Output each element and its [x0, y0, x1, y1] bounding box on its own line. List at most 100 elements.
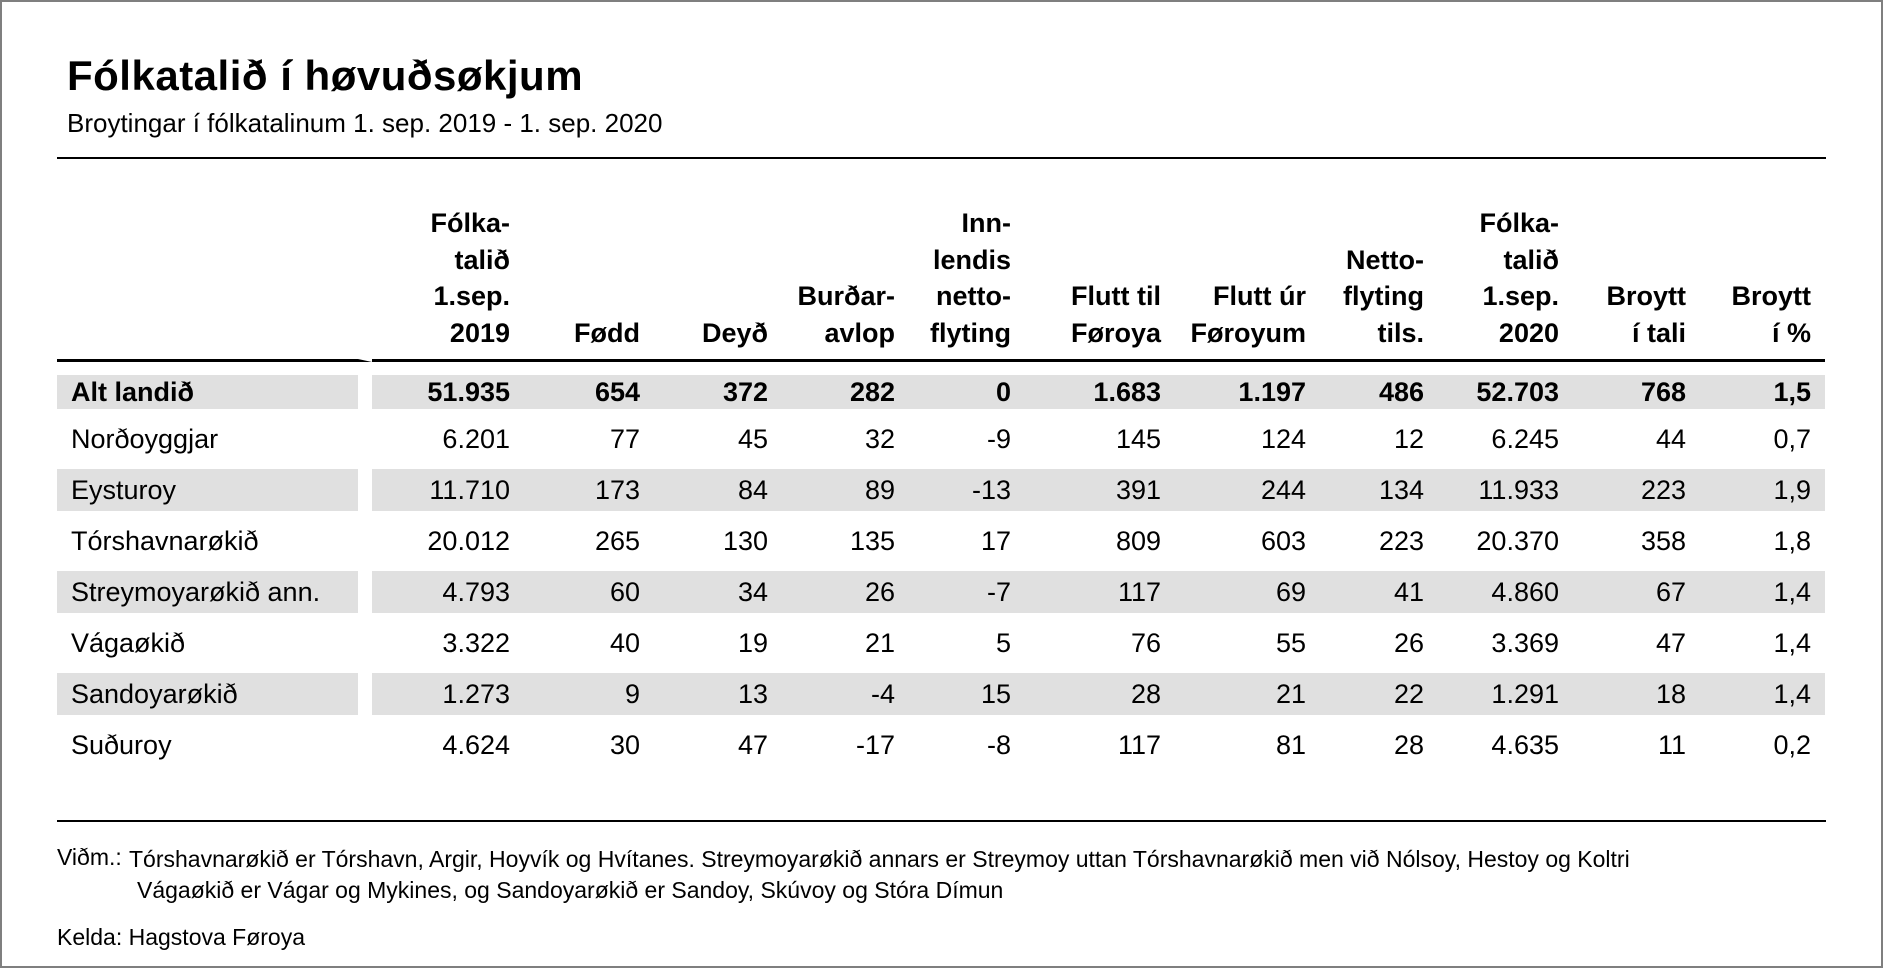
value-cell: 768 — [1573, 362, 1700, 413]
value-cell: 28 — [1025, 668, 1175, 719]
source-note: Kelda: Hagstova Føroya — [57, 924, 306, 951]
table-header-cell: Flutt úr Føroyum — [1175, 159, 1320, 362]
value-cell: 9 — [524, 668, 654, 719]
top-rule — [57, 157, 1826, 159]
value-cell: 6.245 — [1491, 423, 1559, 454]
value-cell: 0,2 — [1773, 729, 1811, 760]
value-cell: 11 — [1657, 729, 1686, 760]
page-title: Fólkatalið í høvuðsøkjum — [67, 52, 584, 99]
value-cell: -17 — [855, 729, 895, 760]
table-header-cell: Broytt í % — [1700, 159, 1825, 362]
value-cell: 34 — [654, 566, 782, 617]
value-cell: 20.012 — [427, 525, 510, 556]
value-cell: 20.370 — [1476, 525, 1559, 556]
value-cell: 391 — [1025, 464, 1175, 515]
region-cell: Tórshavnarøkið — [71, 525, 259, 556]
value-cell: 145 — [1115, 423, 1161, 454]
value-cell: 5 — [995, 627, 1011, 658]
table-row: Vágaøkið 3.322 40 19 21 5 76 55 26 3.369 47 1,4 — [57, 617, 1825, 668]
value-cell: 244 — [1175, 464, 1320, 515]
remark-label: Viðm.: — [57, 844, 122, 870]
value-cell: 265 — [594, 525, 640, 556]
value-cell: 282 — [782, 362, 909, 413]
value-cell: 4.635 — [1491, 729, 1559, 760]
value-cell: -9 — [986, 423, 1011, 454]
value-cell: 117 — [1025, 566, 1175, 617]
table-header-cell: Broytt í tali — [1573, 159, 1700, 362]
region-cell: Suðuroy — [71, 729, 172, 760]
value-cell: 1,8 — [1773, 525, 1811, 556]
value-cell: 60 — [524, 566, 654, 617]
page-subtitle: Broytingar í fólkatalinum 1. sep. 2019 -… — [67, 108, 663, 138]
region-cell: Vágaøkið — [71, 627, 186, 658]
table-row: Sandoyarøkið 1.273 9 13 -4 15 28 21 22 1.291 18 1,4 — [57, 668, 1825, 719]
value-cell: 124 — [1260, 423, 1306, 454]
value-cell: 13 — [654, 668, 782, 719]
value-cell: -7 — [909, 566, 1025, 617]
population-table: Fólka- talið 1.sep. 2019 Fødd Deyð Burðar- … — [57, 159, 1825, 770]
value-cell: 1,9 — [1700, 464, 1825, 515]
value-cell: -13 — [909, 464, 1025, 515]
value-cell: 4.793 — [372, 566, 524, 617]
region-cell: Norðoyggjar — [71, 423, 219, 454]
value-cell: 17 — [980, 525, 1011, 556]
value-cell: 76 — [1130, 627, 1161, 658]
value-cell: 32 — [864, 423, 895, 454]
value-cell: 486 — [1320, 362, 1438, 413]
value-cell: 11.933 — [1438, 464, 1573, 515]
table-row: Alt landið 51.935 654 372 282 0 1.683 1.197 486 5… — [57, 362, 1825, 413]
value-cell: 47 — [1655, 627, 1686, 658]
table-header-cell: Netto- flyting tils. — [1320, 159, 1438, 362]
value-cell: -4 — [782, 668, 909, 719]
value-cell: 654 — [524, 362, 654, 413]
table-header-cell: Burðar- avlop — [782, 159, 909, 362]
value-cell: 21 — [1175, 668, 1320, 719]
value-cell: 3.322 — [442, 627, 510, 658]
region-column-header — [57, 159, 372, 362]
footnotes: Viðm.: Tórshavnarøkið er Tórshavn, Argir… — [57, 844, 1826, 951]
value-cell: 51.935 — [372, 362, 524, 413]
value-cell: 603 — [1260, 525, 1306, 556]
value-cell: 0 — [909, 362, 1025, 413]
value-cell: 28 — [1393, 729, 1424, 760]
table-header-cell: Fólka- talið 1.sep. 2019 — [372, 159, 524, 362]
value-cell: 0,7 — [1773, 423, 1811, 454]
value-cell: -8 — [986, 729, 1011, 760]
value-cell: 1.291 — [1438, 668, 1573, 719]
table-row: Eysturoy 11.710 173 84 89 -13 391 244 134 11.933 2… — [57, 464, 1825, 515]
value-cell: 21 — [864, 627, 895, 658]
value-cell: 15 — [909, 668, 1025, 719]
value-cell: 12 — [1393, 423, 1424, 454]
table-header-cell: Inn- lendis netto- flyting — [909, 159, 1025, 362]
value-cell: 4.860 — [1438, 566, 1573, 617]
value-cell: 55 — [1275, 627, 1306, 658]
table-header-cell: Deyð — [654, 159, 782, 362]
value-cell: 134 — [1320, 464, 1438, 515]
region-cell: Alt landið — [57, 362, 372, 413]
value-cell: 30 — [609, 729, 640, 760]
value-cell: 358 — [1640, 525, 1686, 556]
bottom-rule — [57, 820, 1826, 822]
report-content: Fólkatalið í høvuðsøkjum Broytingar í fó… — [57, 52, 1826, 951]
value-cell: 135 — [849, 525, 895, 556]
value-cell: 1,5 — [1700, 362, 1825, 413]
value-cell: 45 — [737, 423, 768, 454]
value-cell: 6.201 — [442, 423, 510, 454]
table-body: Alt landið 51.935 654 372 282 0 1.683 1.197 486 5… — [57, 362, 1825, 770]
value-cell: 1,4 — [1700, 566, 1825, 617]
table-header-cell: Flutt til Føroya — [1025, 159, 1175, 362]
remark-note: Viðm.: Tórshavnarøkið er Tórshavn, Argir… — [57, 844, 1826, 906]
value-cell: 41 — [1320, 566, 1438, 617]
table-header: Fólka- talið 1.sep. 2019 Fødd Deyð Burðar- … — [57, 159, 1825, 362]
value-cell: 3.369 — [1491, 627, 1559, 658]
table-row: Suðuroy 4.624 30 47 -17 -8 117 81 28 4.635 11 0,2 — [57, 719, 1825, 770]
value-cell: 18 — [1573, 668, 1700, 719]
remark-line-2: Vágaøkið er Vágar og Mykines, og Sandoya… — [137, 877, 1004, 904]
value-cell: 1,4 — [1773, 627, 1811, 658]
value-cell: 1.197 — [1175, 362, 1320, 413]
value-cell: 89 — [782, 464, 909, 515]
value-cell: 22 — [1320, 668, 1438, 719]
value-cell: 4.624 — [442, 729, 510, 760]
value-cell: 372 — [654, 362, 782, 413]
